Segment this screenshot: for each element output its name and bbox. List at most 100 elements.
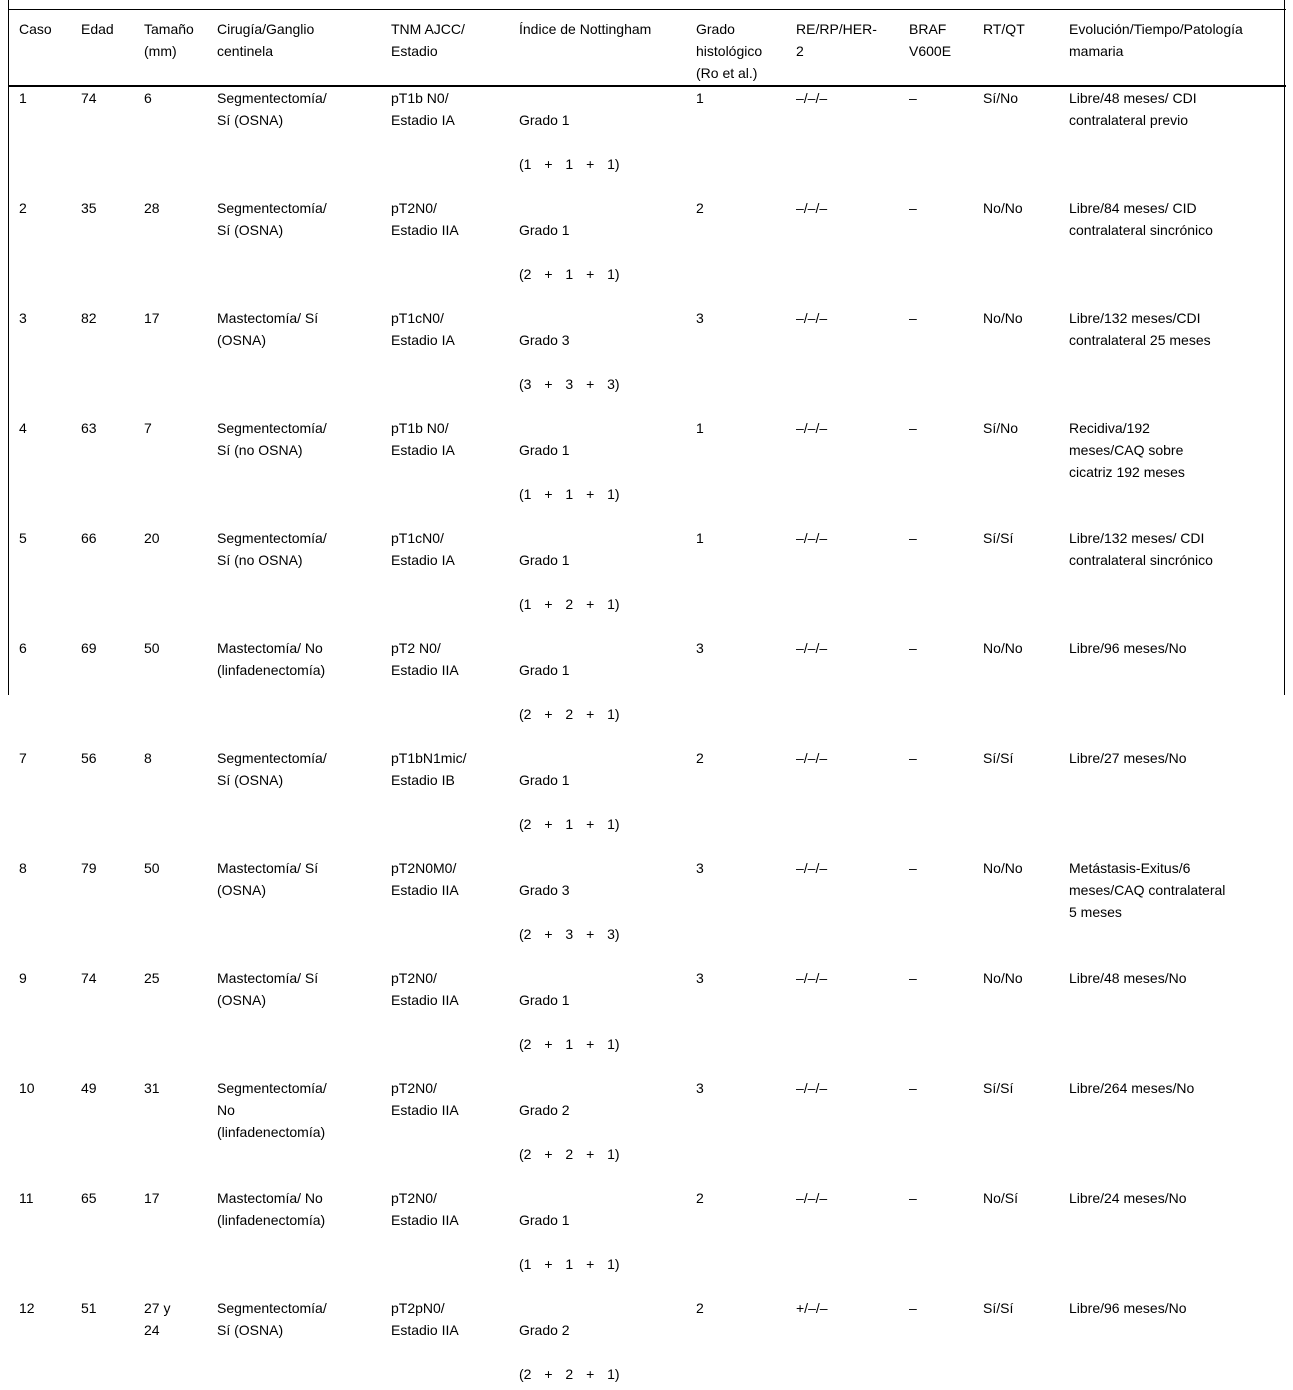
nottingham-grado: Grado 3 (519, 882, 570, 898)
nottingham-grado: Grado 1 (519, 112, 570, 128)
cell-evolucion: Libre/96 meses/No (1069, 640, 1187, 656)
cell-caso: 1 (19, 90, 27, 106)
table-row: 2 35 28 Segmentectomía/ Sí (OSNA) pT2N0/… (9, 197, 1286, 307)
cell-cirugia: Segmentectomía/ Sí (OSNA) (217, 90, 327, 128)
cell-grado-histologico: 1 (696, 420, 704, 436)
cell-braf: – (909, 970, 917, 986)
cell-nottingham: Grado 2 (2 + 2 + 1) (519, 1077, 696, 1187)
nottingham-indice: (1 + 1 + 1) (519, 156, 620, 172)
nottingham-grado: Grado 1 (519, 1212, 570, 1228)
cell-tnm: pT1cN0/ Estadio IA (391, 310, 455, 348)
table-row: 12 51 27 y 24 Segmentectomía/ Sí (OSNA) … (9, 1297, 1286, 1390)
nottingham-indice: (2 + 1 + 1) (519, 266, 620, 282)
cell-tnm: pT2N0M0/ Estadio IIA (391, 860, 459, 898)
cell-tnm: pT2pN0/ Estadio IIA (391, 1300, 459, 1338)
cell-tnm: pT2N0/ Estadio IIA (391, 200, 459, 238)
cell-rt-qt: Sí/No (983, 420, 1019, 436)
cell-tnm: pT1bN1mic/ Estadio IB (391, 750, 467, 788)
table-row: 5 66 20 Segmentectomía/ Sí (no OSNA) pT1… (9, 527, 1286, 637)
nottingham-indice: (2 + 2 + 1) (519, 706, 620, 722)
cell-cirugia: Mastectomía/ Sí (OSNA) (217, 310, 319, 348)
cell-caso: 9 (19, 970, 27, 986)
cell-braf: – (909, 860, 917, 876)
header-tnm: TNM AJCC/ Estadio (391, 21, 465, 59)
cell-tamano: 25 (144, 970, 160, 986)
header-cirugia: Cirugía/Ganglio centinela (217, 21, 315, 59)
nottingham-indice: (2 + 2 + 1) (519, 1366, 620, 1382)
table-row: 8 79 50 Mastectomía/ Sí (OSNA) pT2N0M0/ … (9, 857, 1286, 967)
cell-cirugia: Segmentectomía/ Sí (no OSNA) (217, 420, 327, 458)
cell-rt-qt: Sí/Sí (983, 750, 1014, 766)
cell-grado-histologico: 2 (696, 1300, 704, 1316)
cell-edad: 74 (81, 970, 97, 986)
nottingham-grado: Grado 1 (519, 442, 570, 458)
cell-re-rp-her2: –/–/– (796, 640, 828, 656)
cell-rt-qt: Sí/Sí (983, 1300, 1014, 1316)
cell-evolucion: Libre/24 meses/No (1069, 1190, 1187, 1206)
cell-cirugia: Mastectomía/ Sí (OSNA) (217, 970, 319, 1008)
cell-cirugia: Segmentectomía/ Sí (OSNA) (217, 200, 327, 238)
cell-edad: 66 (81, 530, 97, 546)
cell-cirugia: Segmentectomía/ Sí (no OSNA) (217, 530, 327, 568)
cell-edad: 63 (81, 420, 97, 436)
cell-re-rp-her2: –/–/– (796, 1080, 828, 1096)
nottingham-grado: Grado 1 (519, 222, 570, 238)
cell-braf: – (909, 420, 917, 436)
cell-caso: 10 (19, 1080, 35, 1096)
cell-cirugia: Segmentectomía/ No (linfadenectomía) (217, 1080, 327, 1140)
header-tamano: Tamaño (mm) (144, 21, 194, 59)
cell-evolucion: Libre/48 meses/No (1069, 970, 1187, 986)
nottingham-grado: Grado 1 (519, 992, 570, 1008)
cell-rt-qt: No/No (983, 860, 1023, 876)
clinical-cases-table: Caso Edad Tamaño (mm) Cirugía/Ganglio ce… (9, 9, 1286, 1390)
cell-re-rp-her2: –/–/– (796, 90, 828, 106)
table-row: 6 69 50 Mastectomía/ No (linfadenectomía… (9, 637, 1286, 747)
cell-tamano: 8 (144, 750, 152, 766)
cell-nottingham: Grado 1 (1 + 2 + 1) (519, 527, 696, 637)
cell-nottingham: Grado 1 (2 + 2 + 1) (519, 637, 696, 747)
cell-evolucion: Libre/84 meses/ CID contralateral sincró… (1069, 200, 1213, 238)
cell-braf: – (909, 310, 917, 326)
cell-cirugia: Mastectomía/ No (linfadenectomía) (217, 640, 326, 678)
cell-tamano: 7 (144, 420, 152, 436)
cell-grado-histologico: 3 (696, 640, 704, 656)
nottingham-indice: (2 + 3 + 3) (519, 926, 620, 942)
cell-edad: 35 (81, 200, 97, 216)
cell-grado-histologico: 2 (696, 750, 704, 766)
cell-grado-histologico: 3 (696, 970, 704, 986)
cell-tnm: pT2N0/ Estadio IIA (391, 970, 459, 1008)
cell-grado-histologico: 3 (696, 860, 704, 876)
header-rt-qt: RT/QT (983, 21, 1025, 37)
cell-caso: 3 (19, 310, 27, 326)
cell-grado-histologico: 2 (696, 1190, 704, 1206)
cell-cirugia: Segmentectomía/ Sí (OSNA) (217, 750, 327, 788)
cell-evolucion: Libre/132 meses/ CDI contralateral sincr… (1069, 530, 1213, 568)
cell-re-rp-her2: +/–/– (796, 1300, 828, 1316)
cell-nottingham: Grado 2 (2 + 2 + 1) (519, 1297, 696, 1390)
header-re-rp-her2: RE/RP/HER- 2 (796, 21, 877, 59)
cell-nottingham: Grado 1 (1 + 1 + 1) (519, 417, 696, 527)
cell-nottingham: Grado 1 (2 + 1 + 1) (519, 197, 696, 307)
cell-edad: 82 (81, 310, 97, 326)
cell-evolucion: Libre/27 meses/No (1069, 750, 1187, 766)
cell-rt-qt: Sí/No (983, 90, 1019, 106)
table-row: 11 65 17 Mastectomía/ No (linfadenectomí… (9, 1187, 1286, 1297)
cell-tamano: 50 (144, 860, 160, 876)
table-row: 1 74 6 Segmentectomía/ Sí (OSNA) pT1b N0… (9, 86, 1286, 197)
cell-evolucion: Libre/264 meses/No (1069, 1080, 1195, 1096)
cell-tamano: 50 (144, 640, 160, 656)
cell-tamano: 17 (144, 310, 160, 326)
cell-tnm: pT1b N0/ Estadio IA (391, 420, 455, 458)
cell-cirugia: Mastectomía/ No (linfadenectomía) (217, 1190, 326, 1228)
cell-rt-qt: No/No (983, 310, 1023, 326)
cell-tamano: 27 y 24 (144, 1300, 171, 1338)
cell-tnm: pT1cN0/ Estadio IA (391, 530, 455, 568)
header-braf: BRAF V600E (909, 21, 952, 59)
cell-braf: – (909, 1080, 917, 1096)
header-nottingham: Índice de Nottingham (519, 21, 652, 37)
cell-edad: 79 (81, 860, 97, 876)
cell-grado-histologico: 1 (696, 530, 704, 546)
cell-edad: 69 (81, 640, 97, 656)
cell-tamano: 31 (144, 1080, 160, 1096)
cell-grado-histologico: 3 (696, 310, 704, 326)
